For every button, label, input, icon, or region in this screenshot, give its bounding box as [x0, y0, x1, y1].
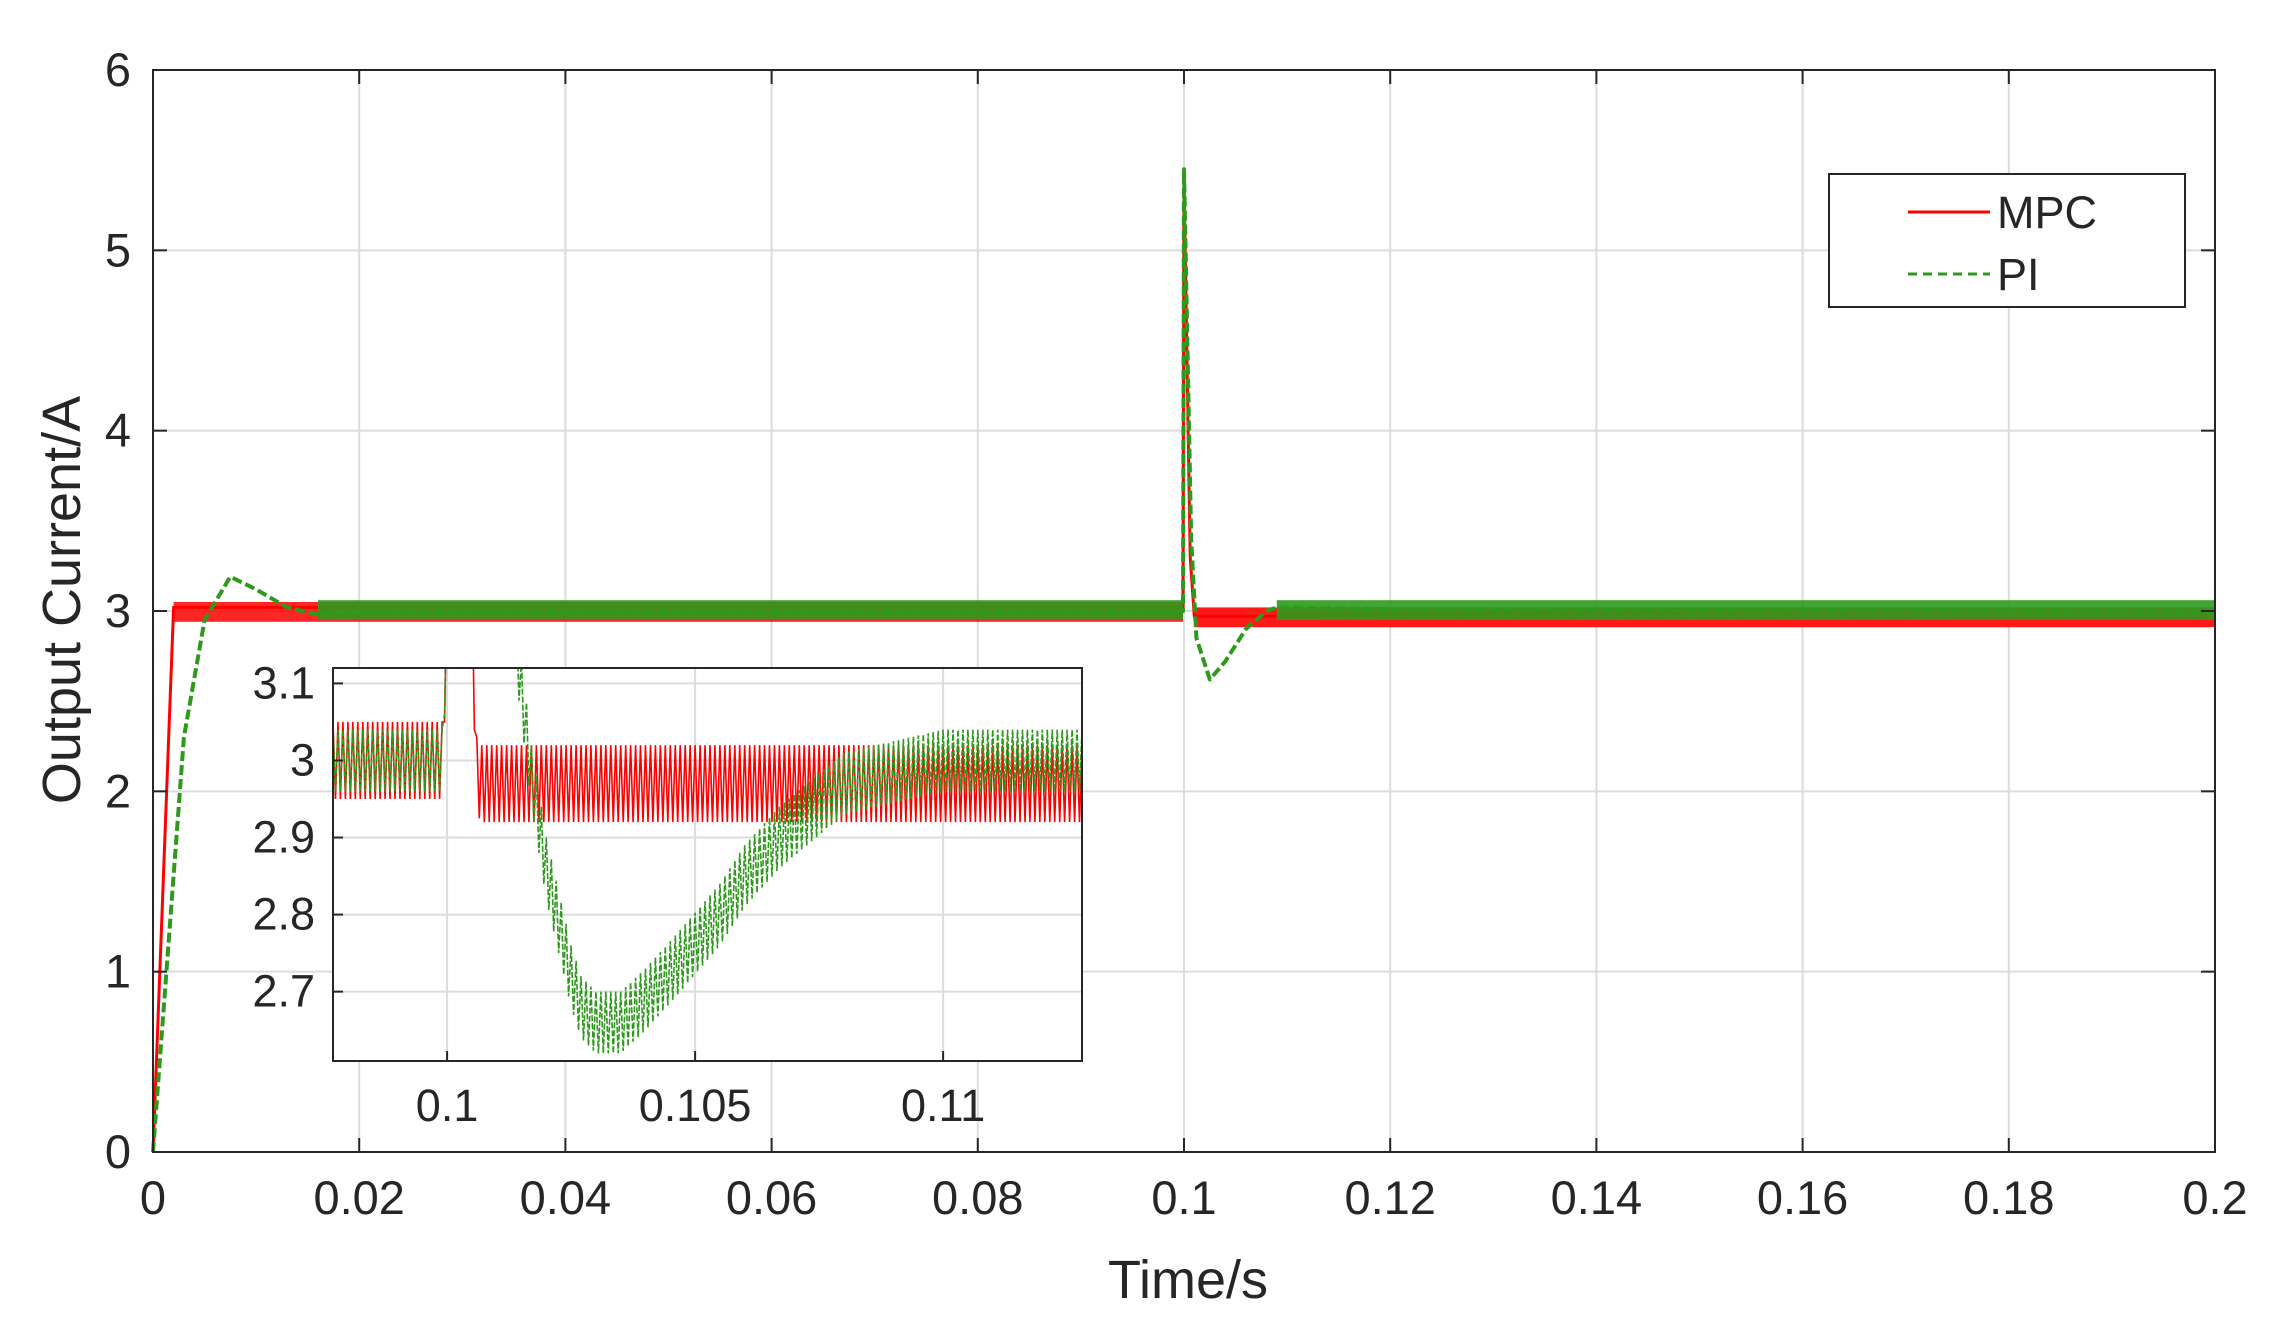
inset-y-tick-labels: 2.7 2.8 2.9 3 3.1: [252, 657, 315, 1016]
inset-line-mpc: [333, 668, 1082, 823]
inset-y-tick-label: 2.8: [252, 889, 315, 940]
main-plot: 0 0.02 0.04 0.06 0.08 0.1 0.12 0.14 0.16 0.18 0.2 …: [32, 43, 2248, 1310]
inset-background: [333, 668, 1082, 1061]
inset-series-mpc: [333, 668, 1082, 823]
inset-plot: 0.1 0.105 0.11 2.7 2.8 2.9 3 3.1: [252, 657, 1083, 1131]
inset-y-tick-label: 2.9: [252, 812, 315, 863]
main-y-tick-label: 2: [105, 764, 131, 817]
inset-x-tick-label: 0.105: [639, 1080, 752, 1131]
inset-ticks: [333, 682, 945, 1061]
main-x-tick-label: 0.18: [1963, 1171, 2054, 1224]
main-x-tick-label: 0.14: [1551, 1171, 1642, 1224]
main-x-tick-label: 0: [140, 1171, 166, 1224]
main-y-tick-label: 5: [105, 223, 131, 276]
main-y-tick-labels: 0 1 2 3 4 5 6: [105, 43, 131, 1178]
main-y-tick-label: 0: [105, 1125, 131, 1178]
inset-series-pi: [333, 668, 1082, 1054]
main-x-tick-label: 0.08: [932, 1171, 1023, 1224]
inset-x-tick-label: 0.11: [901, 1080, 985, 1131]
main-series-pi: [151, 167, 2216, 1153]
main-y-tick-label: 3: [105, 584, 131, 637]
y-axis-title: Output Current/A: [32, 396, 92, 804]
main-y-tick-label: 1: [105, 945, 131, 998]
main-x-tick-label: 0.12: [1344, 1171, 1435, 1224]
inset-series: [333, 668, 1082, 1054]
main-x-tick-label: 0.16: [1757, 1171, 1848, 1224]
inset-y-tick-label: 2.7: [252, 966, 315, 1017]
inset-x-tick-labels: 0.1 0.105 0.11: [416, 1080, 985, 1131]
inset-y-tick-label: 3.1: [252, 657, 315, 708]
inset-x-tick-label: 0.1: [416, 1080, 479, 1131]
main-y-tick-label: 6: [105, 43, 131, 96]
main-x-tick-label: 0.2: [2182, 1171, 2247, 1224]
main-series: [151, 167, 2216, 1153]
series-line-pi: [151, 167, 2216, 1153]
main-x-tick-label: 0.02: [313, 1171, 404, 1224]
inset-line-pi: [333, 668, 1082, 1054]
inset-y-tick-label: 3: [290, 734, 315, 785]
main-x-tick-label: 0.04: [520, 1171, 611, 1224]
main-x-tick-label: 0.06: [726, 1171, 817, 1224]
main-x-tick-labels: 0 0.02 0.04 0.06 0.08 0.1 0.12 0.14 0.16 0.18 0.2: [140, 1171, 2248, 1224]
inset-grid: [333, 668, 1082, 1061]
main-y-tick-label: 4: [105, 404, 131, 457]
main-x-tick-label: 0.1: [1151, 1171, 1216, 1224]
legend-label-pi: PI: [1997, 249, 2040, 300]
legend-label-mpc: MPC: [1997, 187, 2097, 238]
legend-box: [1828, 173, 2186, 308]
inset-frame: [332, 667, 1083, 1062]
x-axis-title: Time/s: [1108, 1250, 1268, 1310]
main-ticks: [152, 69, 2216, 1153]
legend: MPC PI: [1828, 173, 2186, 308]
